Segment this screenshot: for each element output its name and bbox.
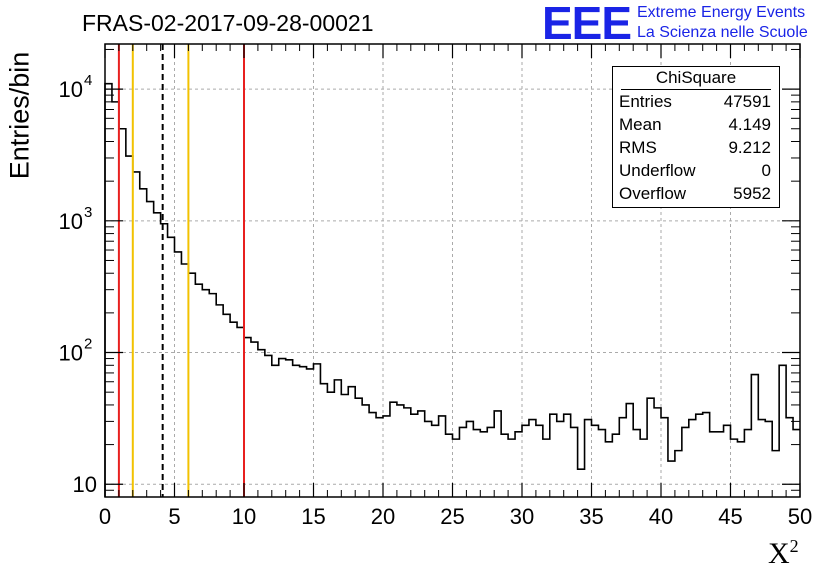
y-tick-label: 10 (73, 472, 97, 497)
stats-label: RMS (619, 138, 657, 157)
stats-value: 4.149 (728, 115, 771, 134)
eee-logo-text: Extreme Energy Events La Scienza nelle S… (637, 3, 808, 43)
stats-row: Overflow 5952 (613, 182, 779, 205)
stats-value: 5952 (733, 184, 771, 203)
y-tick-exponent: 2 (84, 336, 92, 353)
stats-label: Mean (619, 115, 662, 134)
stats-value: 9.212 (728, 138, 771, 157)
stats-label: Overflow (619, 184, 687, 203)
eee-logo-mark: EEE (542, 0, 632, 49)
stats-value: 0 (761, 161, 771, 180)
stats-row: RMS 9.212 (613, 136, 779, 159)
stats-value: 47591 (723, 92, 771, 111)
x-axis-label-base: X (768, 537, 790, 570)
x-tick-label: 20 (371, 504, 395, 529)
x-tick-label: 30 (510, 504, 534, 529)
x-axis-label-sup: 2 (789, 536, 799, 556)
y-tick-label: 10 (59, 77, 83, 102)
x-tick-label: 5 (168, 504, 180, 529)
x-tick-label: 25 (440, 504, 464, 529)
stats-label: Underflow (619, 161, 696, 180)
x-tick-label: 40 (649, 504, 673, 529)
stats-row: Underflow 0 (613, 159, 779, 182)
chart-title: FRAS-02-2017-09-28-00021 (82, 10, 374, 36)
histogram-series (104, 82, 800, 497)
y-tick-label: 10 (59, 209, 83, 234)
x-tick-label: 35 (579, 504, 603, 529)
y-tick-exponent: 4 (84, 72, 92, 89)
stats-row: Mean 4.149 (613, 113, 779, 136)
stats-row: Entries 47591 (613, 90, 779, 113)
x-tick-label: 10 (232, 504, 256, 529)
stats-box: ChiSquare Entries 47591 Mean 4.149 RMS 9.21… (612, 66, 780, 208)
logo-line-2: La Scienza nelle Scuole (637, 24, 808, 41)
y-tick-exponent: 3 (84, 204, 92, 221)
stats-label: Entries (619, 92, 672, 111)
logo-line-1: Extreme Energy Events (637, 4, 806, 21)
x-tick-label: 0 (99, 504, 111, 529)
y-axis-label: Entries/bin (4, 51, 35, 180)
y-tick-label: 10 (59, 341, 83, 366)
x-tick-label: 45 (718, 504, 742, 529)
x-axis-label: X2 (768, 536, 799, 571)
stats-title: ChiSquare (621, 67, 771, 90)
x-tick-label: 50 (788, 504, 812, 529)
x-tick-label: 15 (301, 504, 325, 529)
